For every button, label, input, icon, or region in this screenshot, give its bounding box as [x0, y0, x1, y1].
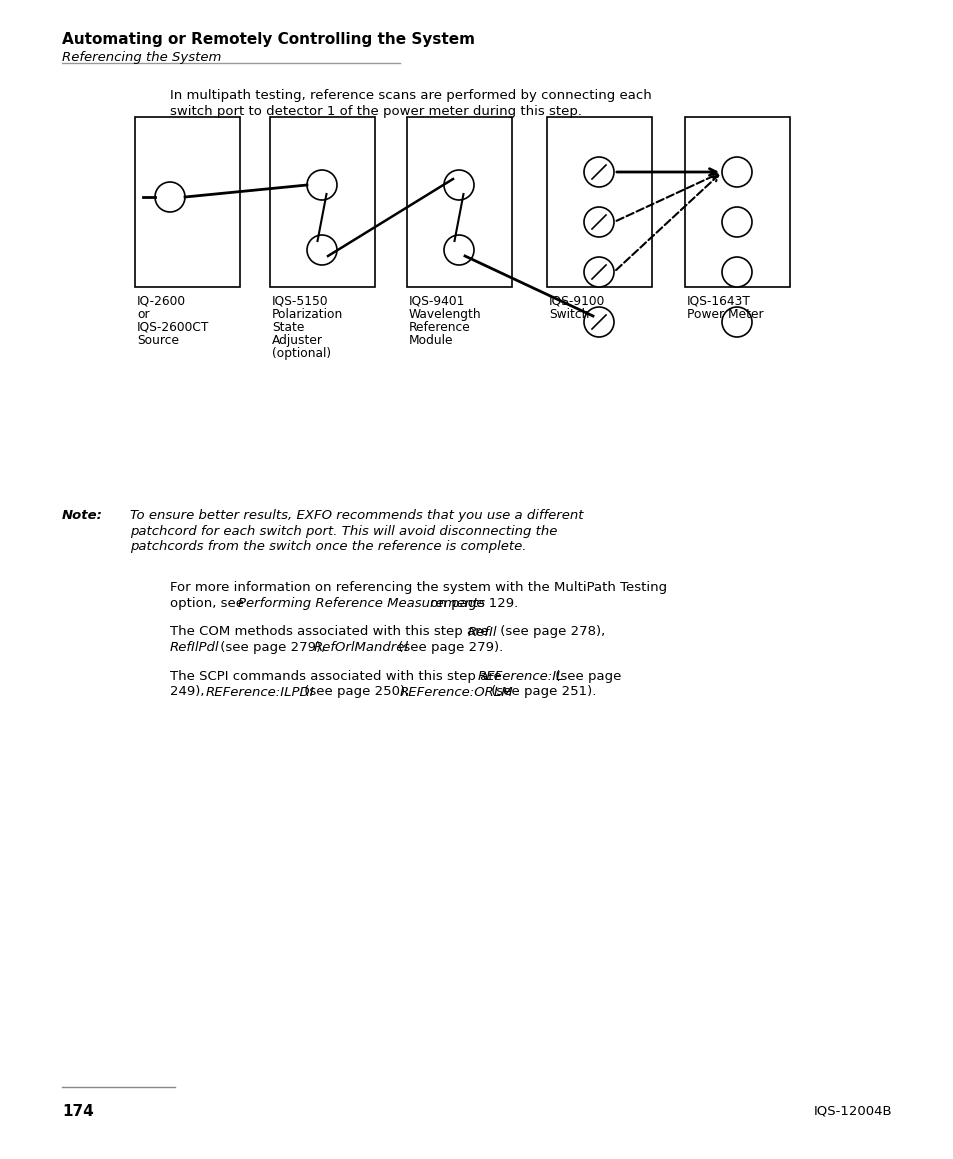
Text: Switch: Switch [548, 308, 589, 321]
Text: (optional): (optional) [272, 347, 331, 360]
Circle shape [154, 182, 185, 212]
Text: Reference: Reference [409, 321, 470, 334]
Circle shape [721, 207, 751, 236]
Text: Module: Module [409, 334, 453, 347]
Text: IQS-12004B: IQS-12004B [813, 1105, 891, 1117]
Text: RefIl: RefIl [468, 626, 497, 639]
Text: Note:: Note: [62, 509, 103, 522]
Text: Source: Source [137, 334, 179, 347]
Text: patchcords from the switch once the reference is complete.: patchcords from the switch once the refe… [130, 540, 526, 553]
Text: The SCPI commands associated with this step are: The SCPI commands associated with this s… [170, 670, 505, 683]
Text: IQS-1643T: IQS-1643T [686, 296, 750, 308]
Text: (see page 250),: (see page 250), [299, 685, 413, 699]
Text: RefOrlMandrel: RefOrlMandrel [314, 641, 409, 654]
Circle shape [443, 235, 474, 265]
Circle shape [307, 170, 336, 201]
Text: switch port to detector 1 of the power meter during this step.: switch port to detector 1 of the power m… [170, 104, 581, 117]
Text: Referencing the System: Referencing the System [62, 51, 221, 64]
Text: on page 129.: on page 129. [426, 597, 517, 610]
Text: or: or [137, 308, 150, 321]
Text: (see page: (see page [551, 670, 620, 683]
Text: patchcord for each switch port. This will avoid disconnecting the: patchcord for each switch port. This wil… [130, 525, 557, 538]
Text: 249),: 249), [170, 685, 209, 699]
Text: IQS-9100: IQS-9100 [548, 296, 605, 308]
Text: REFerence:IL: REFerence:IL [477, 670, 564, 683]
Text: IQS-5150: IQS-5150 [272, 296, 328, 308]
Text: (see page 279),: (see page 279), [215, 641, 329, 654]
Text: REFerence:ORLM: REFerence:ORLM [399, 685, 513, 699]
Text: For more information on referencing the system with the MultiPath Testing: For more information on referencing the … [170, 581, 666, 595]
Circle shape [721, 307, 751, 337]
Circle shape [721, 156, 751, 187]
Bar [407, 117, 512, 287]
Text: Wavelength: Wavelength [409, 308, 481, 321]
Text: Power Meter: Power Meter [686, 308, 762, 321]
Text: In multipath testing, reference scans are performed by connecting each: In multipath testing, reference scans ar… [170, 89, 651, 102]
Text: (see page 279).: (see page 279). [394, 641, 503, 654]
Circle shape [583, 307, 614, 337]
Circle shape [583, 156, 614, 187]
Text: IQS-2600CT: IQS-2600CT [137, 321, 209, 334]
Text: Performing Reference Measurements: Performing Reference Measurements [237, 597, 485, 610]
Text: Adjuster: Adjuster [272, 334, 323, 347]
Circle shape [721, 257, 751, 287]
Text: The COM methods associated with this step are: The COM methods associated with this ste… [170, 626, 493, 639]
Text: RefIlPdl: RefIlPdl [170, 641, 219, 654]
Circle shape [583, 207, 614, 236]
Text: IQS-9401: IQS-9401 [409, 296, 465, 308]
Bar [135, 117, 240, 287]
Text: 174: 174 [62, 1105, 93, 1118]
Bar [684, 117, 789, 287]
Text: option, see: option, see [170, 597, 248, 610]
Text: Automating or Remotely Controlling the System: Automating or Remotely Controlling the S… [62, 32, 475, 48]
Bar [270, 117, 375, 287]
Text: IQ-2600: IQ-2600 [137, 296, 186, 308]
Text: State: State [272, 321, 304, 334]
Text: (see page 278),: (see page 278), [496, 626, 604, 639]
Text: (see page 251).: (see page 251). [486, 685, 596, 699]
Text: To ensure better results, EXFO recommends that you use a different: To ensure better results, EXFO recommend… [130, 509, 583, 522]
Bar [546, 117, 651, 287]
Text: REFerence:ILPDI: REFerence:ILPDI [206, 685, 314, 699]
Circle shape [307, 235, 336, 265]
Circle shape [583, 257, 614, 287]
Circle shape [443, 170, 474, 201]
Text: Polarization: Polarization [272, 308, 343, 321]
